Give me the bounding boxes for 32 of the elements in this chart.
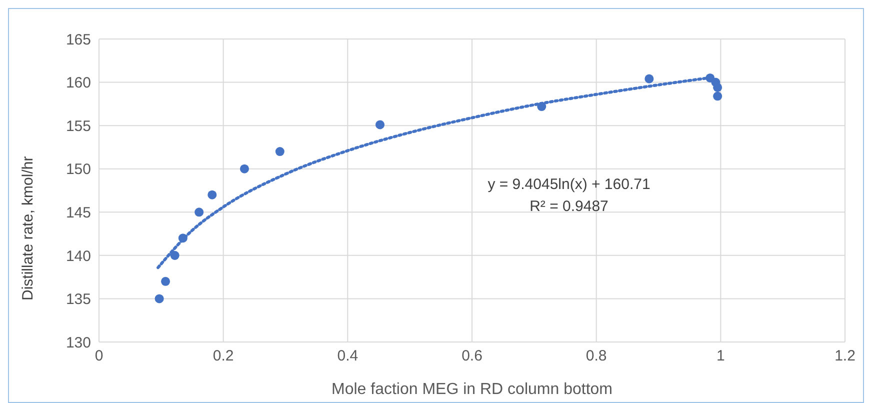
point (713, 82, 722, 92)
x-tick-label: 1.2 (834, 348, 856, 365)
point (154, 294, 164, 304)
x-tick-label: 0.8 (586, 348, 607, 365)
point (375, 120, 385, 130)
x-axis-title: Mole faction MEG in RD column bottom (332, 381, 612, 398)
y-tick-label: 145 (66, 204, 91, 222)
x-tick-label: 0.2 (212, 348, 234, 365)
point (537, 102, 546, 112)
annotation: y = 9.4045ln(x) + 160.71 (486, 176, 652, 193)
x-tick-label: 1 (716, 348, 725, 365)
x-tick-label: 0.4 (337, 348, 358, 365)
y-tick-label: 160 (66, 74, 91, 92)
point (713, 92, 722, 101)
y-tick-label: 150 (66, 161, 91, 178)
y-tick-label: 130 (66, 334, 91, 352)
y-tick-label: 155 (66, 118, 91, 135)
point (644, 74, 654, 84)
point (208, 190, 217, 200)
point (194, 208, 204, 217)
y-axis-title: Distillate rate, kmol/hr (19, 156, 36, 300)
y-tick-label: 140 (66, 248, 91, 265)
y-tick-label: 165 (66, 31, 91, 48)
y-tick-label: 135 (66, 291, 91, 308)
annotation: R² = 0.9487 (528, 198, 610, 215)
point (240, 164, 249, 174)
point (161, 276, 170, 286)
x-tick-label: 0.6 (462, 348, 482, 365)
x-tick-label: 0 (94, 348, 104, 365)
point (170, 250, 180, 260)
point (275, 147, 284, 156)
point (178, 234, 188, 243)
